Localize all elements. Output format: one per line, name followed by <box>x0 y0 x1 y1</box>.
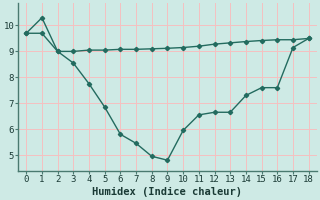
X-axis label: Humidex (Indice chaleur): Humidex (Indice chaleur) <box>92 186 243 197</box>
